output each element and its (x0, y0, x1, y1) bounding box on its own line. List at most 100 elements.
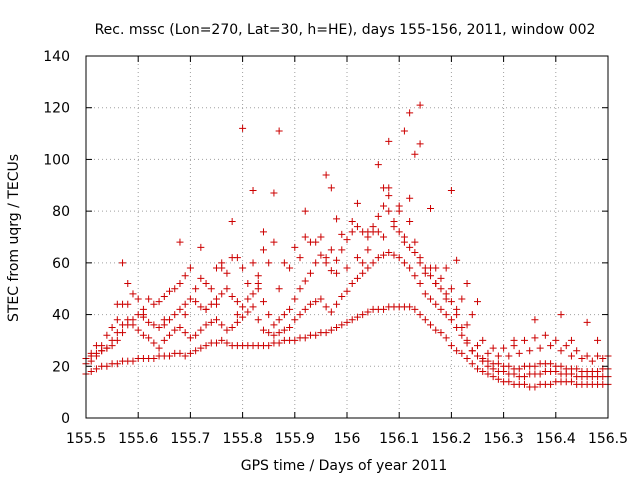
data-point (124, 321, 132, 329)
data-point (197, 243, 205, 251)
data-point (134, 326, 142, 334)
data-point (463, 336, 471, 344)
data-point (520, 380, 528, 388)
data-point (505, 378, 513, 386)
data-point (594, 336, 602, 344)
data-point (270, 331, 278, 339)
data-point (437, 305, 445, 313)
data-point (348, 228, 356, 236)
y-tick-label: 0 (61, 411, 70, 427)
data-point (322, 303, 330, 311)
data-point (447, 285, 455, 293)
data-point (87, 367, 95, 375)
data-point (364, 264, 372, 272)
data-point (275, 329, 283, 337)
data-point (453, 347, 461, 355)
data-point (416, 280, 424, 288)
data-point (150, 321, 158, 329)
data-point (432, 300, 440, 308)
data-point (594, 367, 602, 375)
data-point (333, 300, 341, 308)
data-point (369, 259, 377, 267)
data-point (343, 287, 351, 295)
data-point (113, 360, 121, 368)
data-point (447, 186, 455, 194)
y-tick-label: 40 (52, 308, 70, 324)
data-point (207, 318, 215, 326)
data-point (181, 329, 189, 337)
data-point (458, 295, 466, 303)
data-point (113, 336, 121, 344)
data-point (259, 246, 267, 254)
data-point (427, 272, 435, 280)
data-point (479, 367, 487, 375)
data-point (223, 269, 231, 277)
data-point (348, 280, 356, 288)
data-point (322, 254, 330, 262)
x-tick-labels: 155.5 155.6 155.7 155.8 155.9 156 156.1 156.2 15… (66, 431, 628, 447)
data-point (333, 256, 341, 264)
data-point (197, 326, 205, 334)
data-point (207, 285, 215, 293)
data-point (578, 355, 586, 363)
data-point (552, 336, 560, 344)
data-point (312, 298, 320, 306)
data-point (275, 339, 283, 347)
y-tick-label: 80 (52, 204, 70, 220)
data-point (364, 308, 372, 316)
data-point (489, 344, 497, 352)
data-point (218, 264, 226, 272)
data-point (458, 349, 466, 357)
data-point (364, 228, 372, 236)
data-point (474, 352, 481, 360)
data-point (390, 251, 398, 259)
data-point (228, 292, 236, 300)
data-point (557, 311, 565, 319)
data-point (176, 238, 184, 246)
data-point (479, 355, 487, 363)
data-point (181, 272, 189, 280)
data-point (113, 300, 121, 308)
data-point (181, 311, 189, 319)
data-point (108, 324, 116, 331)
data-point (181, 300, 189, 308)
data-point (437, 274, 445, 282)
data-point (286, 305, 294, 313)
data-point (160, 336, 168, 344)
data-point (296, 311, 304, 319)
data-point (474, 342, 481, 350)
data-point (129, 316, 137, 324)
data-point (119, 259, 127, 267)
data-point (468, 360, 476, 368)
data-point (479, 336, 487, 344)
data-point (176, 305, 184, 313)
data-point (265, 329, 273, 337)
y-tick-label: 140 (43, 49, 70, 65)
data-point (442, 295, 450, 303)
data-point (520, 373, 528, 381)
data-point (458, 331, 466, 339)
data-point (160, 292, 168, 300)
data-point (312, 238, 320, 246)
data-point (124, 280, 132, 288)
x-axis-label: GPS time / Days of year 2011 (241, 458, 448, 474)
data-point (494, 352, 502, 360)
data-point (338, 292, 346, 300)
data-point (463, 321, 471, 329)
data-point (500, 344, 508, 352)
data-point (338, 246, 346, 254)
y-tick-label: 120 (43, 101, 70, 117)
data-point (249, 303, 257, 311)
data-point (129, 290, 137, 298)
data-point (547, 380, 555, 388)
data-point (275, 285, 283, 293)
data-point (442, 334, 450, 342)
data-point (254, 272, 262, 280)
data-point (380, 251, 388, 259)
data-point (453, 256, 461, 264)
data-point (531, 334, 539, 342)
data-point (494, 360, 502, 368)
x-tick-label: 156.4 (536, 431, 576, 447)
data-point (531, 316, 539, 324)
data-point (186, 334, 194, 342)
